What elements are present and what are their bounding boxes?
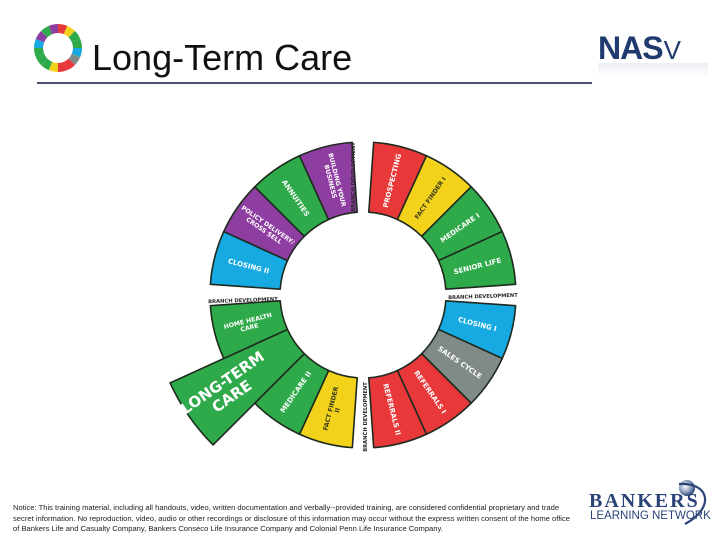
wheel-segment-senior-life: SENIOR LIFE [437,230,517,291]
wheel-segment-policy-delivery-cross-sell: POLICY DELIVERY/CROSS SELL [222,186,306,262]
wheel-segment-medicare-i: MEDICARE I [420,186,504,262]
slide-title: Long-Term Care [92,37,353,78]
bankers-wordmark: BANKERS [589,490,700,512]
wheel-segment-closing-i: CLOSING I [437,299,517,360]
branch-development-label-left: BRANCH DEVELOPMENT [208,297,278,305]
confidentiality-notice: Notice: This training material, includin… [13,503,571,533]
wheel-segment-building-your-business: BUILDING YOURBUSINESS [298,141,359,221]
learning-network-wordmark: LEARNING NETWORK [590,510,711,522]
title-divider [37,82,592,84]
swoosh-icon [678,480,706,525]
branch-development-label-top: BRANCH DEVELOPMENT [351,142,357,212]
wheel-logo-icon [34,24,82,72]
wheel-segment-sales-cycle: SALES CYCLE [420,328,504,404]
wheel-segment-home-health-care: HOME HEALTHCARE [209,299,289,360]
wheel-segment-prospecting: PROSPECTING [367,141,428,221]
bankers-learning-network-logo: BANKERS LEARNING NETWORK [575,478,715,526]
branch-development-label-right: BRANCH DEVELOPMENT [448,293,518,301]
branch-development-label-bottom: BRANCH DEVELOPMENT [363,382,369,452]
wheel-segment-medicare-ii: MEDICARE II [254,352,330,436]
nasv-logo-reflection [598,63,708,77]
nasv-logo: NASV [598,30,681,68]
nasv-logo-main: NAS [598,30,664,66]
wheel-segment-referrals-ii: REFERRALS II [367,369,428,449]
nasv-logo-suffix: V [663,35,681,65]
